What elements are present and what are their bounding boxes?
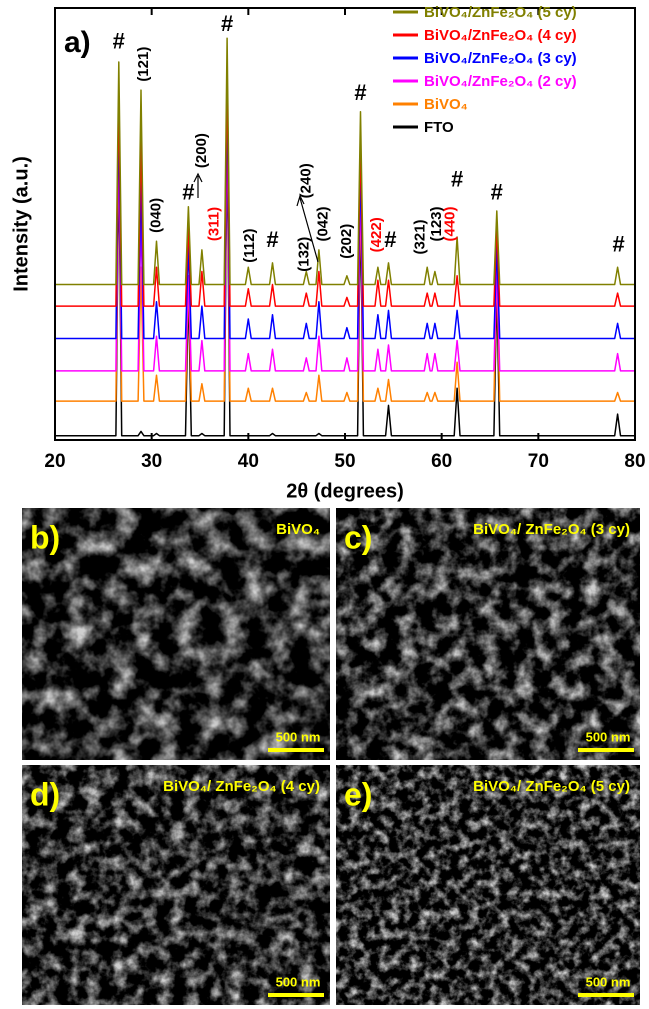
peak-annotation: # xyxy=(354,80,366,105)
peak-annotation: # xyxy=(384,227,396,252)
legend-label: BiVO₄ xyxy=(424,96,468,113)
scale-bar-label: 500 nm xyxy=(586,729,631,744)
sem-caption: BiVO₄/ ZnFe₂O₄ (3 cy) xyxy=(473,521,630,538)
legend-label: BiVO₄/ZnFe₂O₄ (4 cy) xyxy=(424,27,577,44)
sem-image-texture xyxy=(336,765,640,1005)
panel-label: a) xyxy=(64,26,91,59)
peak-annotation: (123) xyxy=(428,206,445,241)
series-line xyxy=(55,136,635,437)
sem-caption: BiVO₄/ ZnFe₂O₄ (4 cy) xyxy=(163,778,320,795)
peak-annotation: # xyxy=(182,180,194,205)
sem-image-texture xyxy=(336,508,640,760)
x-tick-label: 30 xyxy=(141,451,162,472)
x-tick-label: 80 xyxy=(624,451,645,472)
peak-annotation: (121) xyxy=(135,47,152,82)
peak-annotation: # xyxy=(491,180,503,205)
sem-image-texture xyxy=(22,765,330,1005)
peak-annotation: (042) xyxy=(315,206,332,241)
panel-label: d) xyxy=(30,776,60,812)
arrow xyxy=(193,172,203,198)
peak-annotation: (311) xyxy=(205,207,222,241)
peak-annotation: # xyxy=(221,11,233,36)
x-tick-label: 70 xyxy=(528,451,549,472)
peak-annotation: (422) xyxy=(368,217,385,252)
peak-annotation: (040) xyxy=(147,198,164,233)
x-tick-label: 50 xyxy=(334,451,355,472)
x-tick-label: 20 xyxy=(44,451,65,472)
panel-label: e) xyxy=(344,776,372,812)
sem-caption: BiVO₄/ ZnFe₂O₄ (5 cy) xyxy=(473,778,630,795)
legend-label: BiVO₄/ZnFe₂O₄ (3 cy) xyxy=(424,50,577,67)
sem-image-texture xyxy=(22,508,330,760)
scale-bar-label: 500 nm xyxy=(276,974,321,989)
legend-label: FTO xyxy=(424,119,454,136)
peak-annotation: (132) xyxy=(295,237,312,272)
peak-annotation: (202) xyxy=(338,224,355,259)
series-line xyxy=(55,72,635,307)
peak-annotation: # xyxy=(113,28,125,53)
peak-annotation: (440) xyxy=(441,206,458,241)
panel-label: c) xyxy=(344,519,372,555)
x-tick-label: 60 xyxy=(431,451,452,472)
sem-caption: BiVO₄ xyxy=(276,521,320,538)
y-axis-label: Intensity (a.u.) xyxy=(10,156,32,292)
peak-annotation: (200) xyxy=(193,133,210,168)
peak-annotation: # xyxy=(612,231,624,256)
panel-label: b) xyxy=(30,519,60,555)
arrow xyxy=(296,194,319,263)
series-line xyxy=(55,93,635,340)
peak-annotation: # xyxy=(451,167,463,192)
scale-bar-label: 500 nm xyxy=(276,729,321,744)
legend-label: BiVO₄/ZnFe₂O₄ (5 cy) xyxy=(424,4,577,21)
x-tick-label: 40 xyxy=(238,451,259,472)
peak-annotation: (240) xyxy=(297,163,314,198)
legend-label: BiVO₄/ZnFe₂O₄ (2 cy) xyxy=(424,73,577,90)
scale-bar-label: 500 nm xyxy=(586,974,631,989)
peak-annotation: (112) xyxy=(241,228,258,262)
peak-annotation: (321) xyxy=(411,219,428,254)
x-axis-label: 2θ (degrees) xyxy=(286,480,404,502)
series-line xyxy=(55,37,635,286)
series-line xyxy=(55,115,635,402)
series-line xyxy=(55,115,635,372)
peak-annotation: # xyxy=(266,227,278,252)
